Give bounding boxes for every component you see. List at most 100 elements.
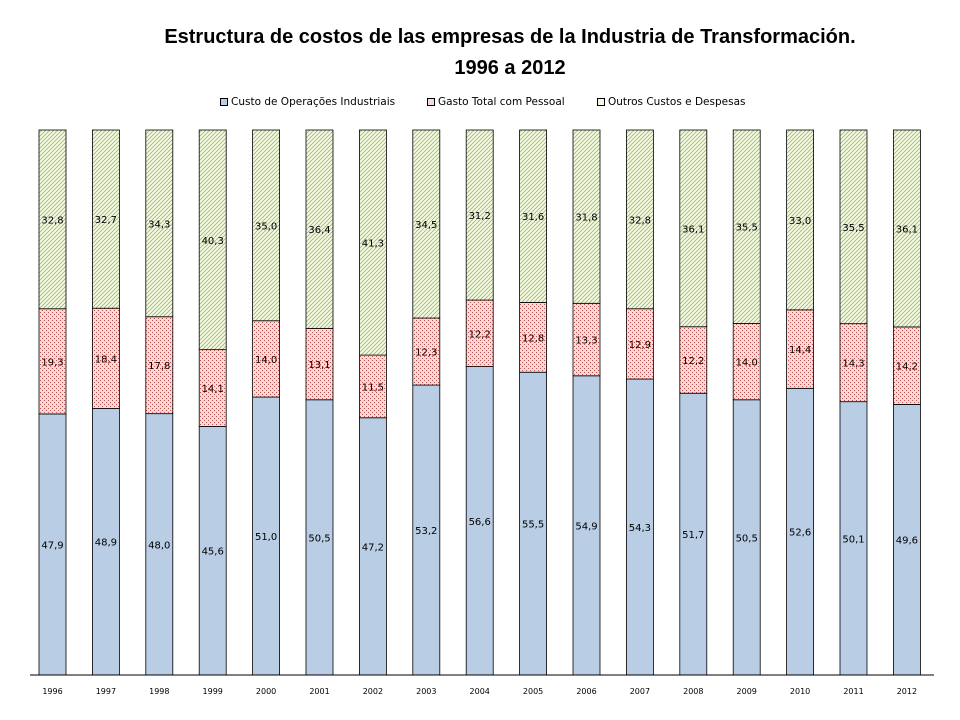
chart-title: Estructura de costos de las empresas de … xyxy=(60,22,960,84)
x-tick-label-2003: 2003 xyxy=(416,687,436,696)
x-tick-label-2012: 2012 xyxy=(897,687,917,696)
x-tick-label-2007: 2007 xyxy=(630,687,650,696)
data-label-s0-2012: 49,6 xyxy=(896,536,918,547)
legend-swatch-operacoes xyxy=(220,98,228,106)
bars-group: 47,9 19,3 32,8 48,9 18,4 32,7 48,0 17,8 34,3 45,6… xyxy=(38,129,921,676)
bar-segment-s0-2000 xyxy=(252,396,281,676)
data-label-s0-2008: 51,7 xyxy=(682,530,704,541)
bar-segment-s2-2002 xyxy=(358,129,387,356)
bar-segment-s1-2000 xyxy=(252,320,281,398)
bar-segment-s0-2003 xyxy=(412,384,441,676)
bar-segment-s2-2011 xyxy=(839,129,868,325)
x-tick-label-1999: 1999 xyxy=(203,687,223,696)
data-label-s0-2002: 47,2 xyxy=(362,542,384,553)
data-label-s1-2001: 13,1 xyxy=(308,360,330,371)
bar-segment-s0-2011 xyxy=(839,401,868,676)
data-label-s1-2007: 12,9 xyxy=(629,340,651,351)
data-label-s0-2007: 54,3 xyxy=(629,523,651,534)
data-label-s1-1998: 17,8 xyxy=(148,361,170,372)
x-tick-label-1996: 1996 xyxy=(42,687,62,696)
bar-segment-s2-2004 xyxy=(465,129,494,301)
data-label-s0-1999: 45,6 xyxy=(202,547,224,558)
bar-segment-s0-2001 xyxy=(305,399,334,676)
bar-segment-s0-2007 xyxy=(626,378,654,676)
data-label-s1-2012: 14,2 xyxy=(896,362,918,373)
x-tick-label-2006: 2006 xyxy=(576,687,596,696)
data-label-s1-2002: 11,5 xyxy=(362,382,384,393)
data-label-s1-2011: 14,3 xyxy=(842,359,864,370)
bar-segment-s1-2011 xyxy=(839,323,868,403)
bar-segment-s1-2010 xyxy=(786,309,814,389)
data-label-s2-2012: 36,1 xyxy=(896,224,918,235)
data-label-s2-2005: 31,6 xyxy=(522,212,544,223)
data-label-s0-2006: 54,9 xyxy=(575,521,597,532)
legend-swatch-pessoal xyxy=(427,98,435,106)
data-label-s1-2003: 12,3 xyxy=(415,348,437,359)
data-label-s1-1996: 19,3 xyxy=(41,357,63,368)
data-label-s1-2010: 14,4 xyxy=(789,345,811,356)
bar-segment-s2-2005 xyxy=(519,129,547,303)
data-label-s0-2010: 52,6 xyxy=(789,528,811,539)
data-label-s2-2008: 36,1 xyxy=(682,224,704,235)
bar-segment-s0-2005 xyxy=(519,371,547,676)
legend-item-outros: Outros Custos e Despesas xyxy=(597,96,745,108)
bar-segment-s2-2000 xyxy=(252,129,281,322)
data-label-s2-2002: 41,3 xyxy=(362,239,384,250)
x-tick-label-2004: 2004 xyxy=(470,687,490,696)
data-label-s2-2000: 35,0 xyxy=(255,221,277,232)
legend-item-operacoes: Custo de Operações Industriais xyxy=(220,96,395,108)
data-label-s2-2004: 31,2 xyxy=(469,211,491,222)
data-label-s0-1997: 48,9 xyxy=(95,538,117,549)
data-label-s1-1997: 18,4 xyxy=(95,354,117,365)
data-label-s1-2008: 12,2 xyxy=(682,356,704,367)
data-label-s0-2004: 56,6 xyxy=(469,517,491,528)
legend-label-outros: Outros Custos e Despesas xyxy=(608,96,746,108)
data-label-s2-2010: 33,0 xyxy=(789,216,811,227)
data-label-s0-1996: 47,9 xyxy=(41,540,63,551)
bar-segment-s2-2003 xyxy=(412,129,441,319)
bar-segment-s1-2004 xyxy=(465,299,494,367)
x-tick-label-2000: 2000 xyxy=(256,687,276,696)
bar-segment-s2-2007 xyxy=(626,129,654,310)
data-label-s2-2007: 32,8 xyxy=(629,215,651,226)
chart-legend: Custo de Operações Industriais Gasto Tot… xyxy=(0,96,960,112)
chart-title-line-2: 1996 a 2012 xyxy=(454,57,566,79)
data-label-s0-1998: 48,0 xyxy=(148,540,170,551)
data-label-s0-2009: 50,5 xyxy=(736,533,758,544)
x-tick-label-2008: 2008 xyxy=(683,687,703,696)
bar-segment-s1-2001 xyxy=(305,327,334,401)
data-label-s2-1998: 34,3 xyxy=(148,219,170,230)
bar-segment-s1-2012 xyxy=(893,326,921,405)
bar-segment-s1-2009 xyxy=(732,323,761,401)
bar-segment-s0-2002 xyxy=(358,417,387,676)
bar-segment-s2-1997 xyxy=(92,129,120,309)
data-label-s2-2003: 34,5 xyxy=(415,220,437,231)
data-label-s0-2011: 50,1 xyxy=(842,534,864,545)
legend-swatch-outros xyxy=(597,98,605,106)
data-label-s2-1999: 40,3 xyxy=(202,236,224,247)
data-label-s1-2005: 12,8 xyxy=(522,333,544,344)
data-label-s2-1997: 32,7 xyxy=(95,215,117,226)
chart-title-line-1: Estructura de costos de las empresas de … xyxy=(164,26,856,48)
x-tick-label-2001: 2001 xyxy=(309,687,329,696)
bar-segment-s1-1998 xyxy=(145,316,174,415)
data-label-s2-2001: 36,4 xyxy=(308,225,330,236)
bar-segment-s0-2012 xyxy=(893,404,921,676)
bar-segment-s2-2009 xyxy=(732,129,761,324)
x-tick-label-2011: 2011 xyxy=(843,687,863,696)
bar-segment-s0-2008 xyxy=(679,392,708,676)
bar-segment-s1-2006 xyxy=(572,302,601,377)
bar-segment-s2-2008 xyxy=(679,129,708,328)
data-label-s0-2000: 51,0 xyxy=(255,532,277,543)
data-label-s1-2006: 13,3 xyxy=(575,336,597,347)
legend-label-operacoes: Custo de Operações Industriais xyxy=(231,96,396,108)
x-tick-label-2002: 2002 xyxy=(363,687,383,696)
x-tick-label-2010: 2010 xyxy=(790,687,810,696)
bar-segment-s2-1999 xyxy=(198,129,227,351)
data-label-s1-2000: 14,0 xyxy=(255,355,277,366)
bar-segment-s2-2010 xyxy=(786,129,814,311)
data-label-s2-2009: 35,5 xyxy=(736,223,758,234)
data-label-s0-2001: 50,5 xyxy=(308,533,330,544)
bar-segment-s0-2004 xyxy=(465,366,494,676)
x-tick-label-1998: 1998 xyxy=(149,687,169,696)
